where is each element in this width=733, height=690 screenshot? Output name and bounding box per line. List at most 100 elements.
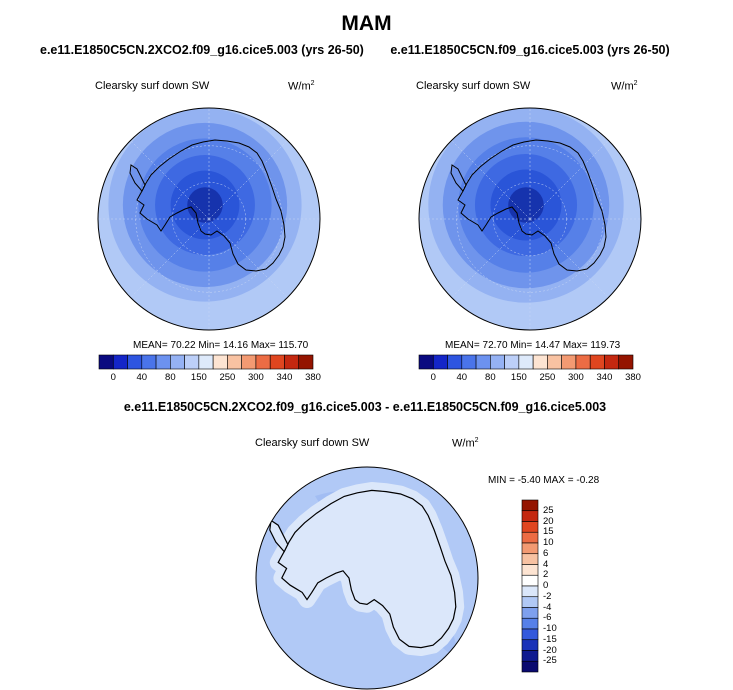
colorbar-bin-9	[227, 354, 242, 370]
colorbar-tick-label: 40	[136, 372, 148, 383]
map-border	[97, 107, 321, 331]
colorbar-bin-5	[521, 553, 539, 565]
colorbar-tick-label: -4	[543, 601, 552, 613]
colorbar-bin-8	[212, 354, 228, 370]
south-america-tip	[100, 164, 106, 178]
panel-1-colorbar	[98, 354, 314, 370]
colorbar-bin-3	[461, 354, 477, 370]
south-america-tip	[421, 164, 427, 178]
coastline	[235, 489, 457, 649]
colorbar-tick-label: 250	[219, 372, 236, 383]
colorbar-tick-label: 20	[543, 515, 554, 527]
colorbar-bin-0	[418, 354, 434, 370]
colorbar-bin-12	[589, 354, 605, 370]
south-america-tip	[235, 520, 240, 534]
colorbar-bin-11	[255, 354, 271, 370]
colorbar-tick-label: 150	[190, 372, 207, 383]
map-border	[418, 107, 642, 331]
colorbar-bin-1	[521, 510, 539, 522]
colorbar-tick-label: -6	[543, 612, 552, 624]
graticule-meridian-135	[130, 218, 210, 298]
colorbar-tick-label: 80	[165, 372, 176, 383]
colorbar-bin-14	[521, 650, 539, 662]
map-field	[98, 108, 320, 330]
colorbar-tick-label: -10	[543, 623, 557, 634]
panel-3-units-label: W/m2	[452, 437, 479, 450]
panel-2-stats: MEAN= 72.70 Min= 14.47 Max= 119.73	[445, 340, 621, 351]
graticule-meridian-225	[451, 140, 531, 220]
graticule-meridian-45	[208, 218, 288, 298]
colorbar-bin-4	[155, 354, 171, 370]
colorbar-tick-label: 380	[625, 372, 641, 383]
colorbar-bin-8	[532, 354, 548, 370]
colorbar-bin-7	[518, 354, 534, 370]
colorbar-bin-12	[269, 354, 285, 370]
colorbar-bin-6	[504, 354, 520, 370]
colorbar-tick-label: -20	[543, 644, 557, 656]
colorbar-tick-label: 300	[247, 372, 264, 383]
panel-3-stats: MIN = -5.40 MAX = -0.28	[488, 475, 600, 486]
panel-2-variable-label: Clearsky surf down SW	[416, 80, 531, 92]
colorbar-tick-label: 15	[543, 526, 554, 538]
panel-3-variable-label: Clearsky surf down SW	[255, 437, 370, 449]
antarctic-peninsula-coastline	[129, 164, 146, 192]
colorbar-tick-label: 0	[110, 372, 116, 383]
colorbar-bin-7	[198, 354, 214, 370]
colorbar-bin-7	[521, 574, 539, 587]
page-title: MAM	[341, 12, 392, 35]
colorbar-bin-13	[521, 639, 539, 651]
colorbar-tick-label: 250	[539, 372, 556, 383]
colorbar-bin-9	[547, 354, 562, 370]
colorbar-bin-11	[521, 617, 539, 630]
colorbar-tick-label: -15	[543, 633, 557, 645]
colorbar-bin-6	[184, 354, 200, 370]
colorbar-bin-5	[490, 354, 505, 370]
colorbar-tick-label: 0	[543, 580, 549, 591]
colorbar-bin-13	[284, 354, 300, 370]
colorbar-tick-label: 340	[596, 372, 613, 383]
colorbar-tick-label: -25	[543, 655, 557, 667]
antarctica-coastline	[136, 139, 286, 272]
colorbar-tick-label: 0	[430, 372, 436, 383]
colorbar-bin-8	[521, 585, 539, 598]
colorbar-bin-4	[475, 354, 491, 370]
colorbar-bin-15	[521, 660, 539, 673]
colorbar-bin-2	[521, 521, 539, 533]
colorbar-bin-10	[521, 607, 539, 619]
colorbar-tick-label: 150	[510, 372, 527, 383]
graticule-meridian-45	[529, 218, 609, 298]
colorbar-tick-label: -2	[543, 590, 552, 602]
contour-band-6	[508, 187, 544, 223]
colorbar-tick-label: 10	[543, 537, 554, 548]
colorbar-tick-label: 340	[276, 372, 293, 383]
colorbar-tick-label: 380	[305, 372, 321, 383]
colorbar-bin-13	[604, 354, 620, 370]
colorbar-bin-6	[521, 564, 539, 576]
panel-1-title: e.e11.E1850C5CN.2XCO2.f09_g16.cice5.003 …	[40, 43, 364, 57]
panel-2-units-label: W/m2	[611, 80, 638, 93]
panel-1-units-label: W/m2	[288, 80, 315, 93]
contour-band-6	[187, 187, 223, 223]
colorbar-tick-label: 40	[456, 372, 468, 383]
colorbar-bin-9	[521, 596, 539, 608]
graticule-meridian-135	[451, 218, 531, 298]
colorbar-bin-4	[521, 542, 539, 555]
colorbar-tick-label: 2	[543, 569, 549, 581]
colorbar-bin-3	[521, 531, 539, 544]
panel-3-title: e.e11.E1850C5CN.2XCO2.f09_g16.cice5.003 …	[123, 400, 607, 414]
colorbar-bin-14	[618, 354, 634, 370]
colorbar-bin-2	[447, 354, 463, 370]
colorbar-tick-label: 80	[485, 372, 496, 383]
graticule-meridian-225	[130, 140, 210, 220]
colorbar-tick-label: 4	[543, 558, 549, 570]
colorbar-bin-11	[575, 354, 591, 370]
panel-1-variable-label: Clearsky surf down SW	[95, 80, 210, 92]
colorbar-tick-label: 300	[567, 372, 584, 383]
panel-3-polar-map	[255, 466, 479, 690]
colorbar-bin-2	[127, 354, 143, 370]
colorbar-bin-1	[432, 354, 448, 370]
graticule-meridian-315	[208, 140, 288, 220]
colorbar-bin-14	[298, 354, 314, 370]
colorbar-bin-3	[141, 354, 157, 370]
antarctica-coastline	[457, 139, 607, 272]
